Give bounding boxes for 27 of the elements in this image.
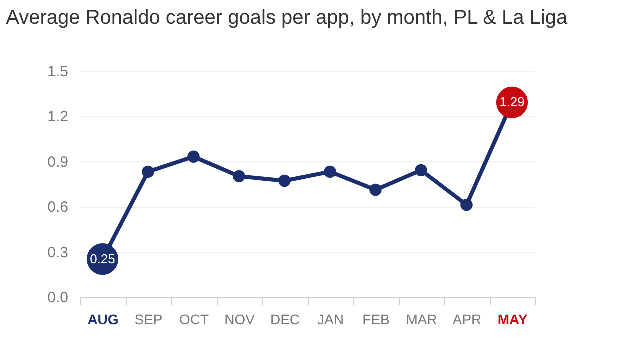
x-tick-label: MAR: [406, 312, 438, 328]
point: [278, 174, 291, 188]
x-tick-label: OCT: [179, 312, 210, 328]
point: [142, 166, 154, 178]
point: [324, 166, 336, 178]
text: 0.6: [48, 199, 68, 216]
x-tick-label: APR: [452, 312, 482, 328]
x-tick-label: AUG: [88, 312, 119, 328]
point: [415, 164, 428, 177]
x-tick-label: DEC: [270, 312, 300, 328]
x-tick-label: SEP: [134, 312, 163, 328]
text: 1.2: [48, 108, 68, 126]
text: 1.5: [48, 64, 68, 80]
text: 0.0: [48, 290, 68, 306]
data-label: 1.29: [500, 94, 525, 110]
x-tick-label: JAN: [318, 312, 344, 328]
chart-title: Average Ronaldo career goals per app, by month, PL & La Liga: [6, 7, 568, 29]
x-tick-label: FEB: [362, 312, 390, 328]
data-label: 0.25: [90, 251, 116, 266]
x-tick-label: MAY: [498, 312, 528, 328]
text: 0.9: [48, 154, 68, 171]
point: [370, 184, 382, 196]
x-tick-label: NOV: [224, 312, 256, 328]
point: [188, 150, 200, 163]
text: 0.3: [48, 244, 68, 262]
point: [233, 170, 246, 183]
point: [460, 198, 473, 212]
